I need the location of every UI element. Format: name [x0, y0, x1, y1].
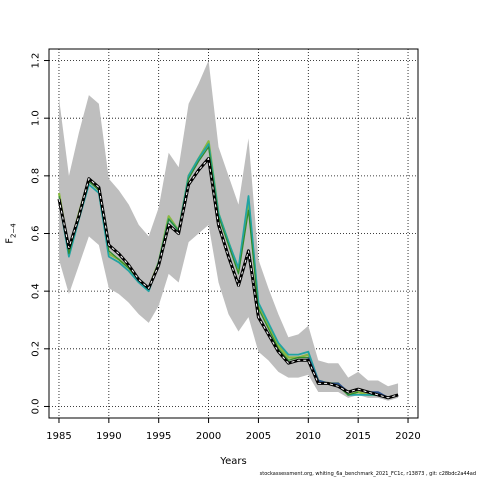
x-tick-label: 1995	[146, 431, 171, 442]
y-tick-label: 0.6	[31, 226, 42, 242]
y-tick-label: 0.0	[31, 399, 42, 415]
x-tick-label: 2015	[345, 431, 370, 442]
series-line-baseline-dash	[58, 157, 399, 399]
x-tick-label: 2000	[196, 431, 221, 442]
confidence-band	[58, 60, 399, 401]
x-axis: 1985 1990 1995 2000 2005 2010 2015 2020	[46, 418, 421, 442]
x-tick-label: 1985	[46, 431, 71, 442]
y-tick-label: 0.2	[31, 341, 42, 357]
y-tick-label: 1.2	[31, 53, 42, 69]
footnote: stockassessment.org, whiting_6a_benchmar…	[259, 471, 476, 477]
x-tick-label: 2010	[296, 431, 321, 442]
y-tick-label: 0.4	[31, 283, 42, 299]
y-tick-label: 0.8	[31, 168, 42, 184]
x-tick-label: 2005	[246, 431, 271, 442]
x-tick-label: 2020	[395, 431, 420, 442]
x-axis-title: Years	[219, 456, 246, 467]
y-axis-title-main: F	[5, 238, 16, 244]
series-lines	[57, 140, 399, 400]
y-axis-title: F2−4	[5, 223, 18, 244]
y-axis-title-subscript: 2−4	[10, 223, 18, 238]
confidence-band-area	[58, 60, 399, 401]
y-tick-label: 1.0	[31, 110, 42, 126]
x-tick-label: 1990	[96, 431, 121, 442]
y-axis: 0.0 0.2 0.4 0.6 0.8 1.0 1.2	[31, 53, 49, 415]
